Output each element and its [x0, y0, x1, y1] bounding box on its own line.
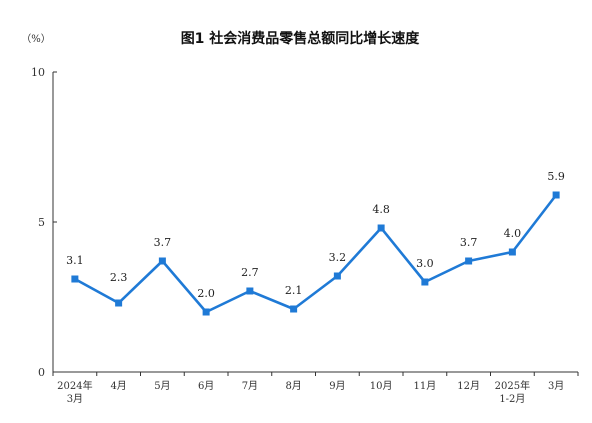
x-tick-label-line: 7月: [242, 380, 258, 392]
data-point-marker: [552, 191, 560, 199]
x-tick-label: 7月: [242, 380, 258, 392]
x-tick-label-line: 2024年: [57, 379, 92, 392]
x-tick-label: 11月: [414, 380, 437, 392]
data-label: 3.2: [329, 251, 347, 264]
data-point-marker: [465, 257, 473, 265]
axes: [52, 71, 579, 376]
x-tick-label: 4月: [110, 380, 126, 392]
series-line: [74, 194, 558, 314]
x-tick-label-line: 6月: [198, 380, 214, 392]
x-tick-label-line: 1-2月: [499, 393, 525, 405]
data-label: 3.7: [460, 236, 478, 249]
data-label: 2.0: [197, 287, 215, 300]
y-tick-label: 5: [38, 216, 45, 229]
x-tick-label: 12月: [457, 380, 480, 392]
data-label: 2.3: [110, 271, 128, 284]
y-tick-label: 0: [38, 366, 45, 379]
y-axis-unit-label: （%）: [21, 33, 51, 45]
x-tick-label-line: 8月: [285, 380, 301, 392]
y-tick-label: 10: [31, 66, 45, 79]
data-point-marker: [421, 278, 429, 286]
x-tick-label-line: 12月: [457, 380, 480, 392]
x-tick-label-line: 3月: [67, 393, 83, 405]
x-tick-label-line: 9月: [329, 380, 345, 392]
data-label: 3.7: [154, 236, 172, 249]
x-tick-label: 3月: [548, 380, 564, 392]
chart-title: 图1 社会消费品零售总额同比增长速度: [181, 30, 421, 47]
data-point-marker: [508, 248, 516, 256]
x-tick-label: 8月: [285, 380, 301, 392]
x-tick-label: 2025年 1-2月: [495, 379, 530, 405]
series-line-group: [71, 191, 560, 316]
data-point-marker: [290, 305, 298, 313]
x-tick-label: 9月: [329, 380, 345, 392]
x-tick-label: 10月: [370, 380, 393, 392]
data-label: 4.0: [504, 227, 522, 240]
x-tick-label: 2024年 3月: [57, 379, 92, 405]
data-point-marker: [71, 275, 79, 283]
data-point-marker: [115, 299, 123, 307]
data-point-marker: [333, 272, 341, 280]
x-tick-label: 5月: [154, 380, 170, 392]
data-label: 5.9: [547, 170, 565, 183]
x-tick-label-line: 11月: [414, 380, 437, 392]
data-label: 4.8: [372, 203, 390, 216]
x-tick-label: 6月: [198, 380, 214, 392]
data-labels: 3.1 2.3 3.7 2.0 2.7 2.1 3.2 4.8 3.0 3.7 4.0 5.9: [66, 170, 565, 300]
data-point-marker: [158, 257, 166, 265]
data-label: 3.0: [416, 257, 434, 270]
x-tick-label-line: 4月: [110, 380, 126, 392]
x-tick-label-line: 3月: [548, 380, 564, 392]
data-point-marker: [246, 287, 254, 295]
data-label: 2.7: [241, 266, 259, 279]
data-point-marker: [202, 308, 210, 316]
data-point-marker: [377, 224, 385, 232]
x-tick-label-line: 5月: [154, 380, 170, 392]
data-label: 3.1: [66, 254, 84, 267]
data-label: 2.1: [285, 284, 303, 297]
x-tick-label-line: 2025年: [495, 379, 530, 392]
x-tick-label-line: 10月: [370, 380, 393, 392]
